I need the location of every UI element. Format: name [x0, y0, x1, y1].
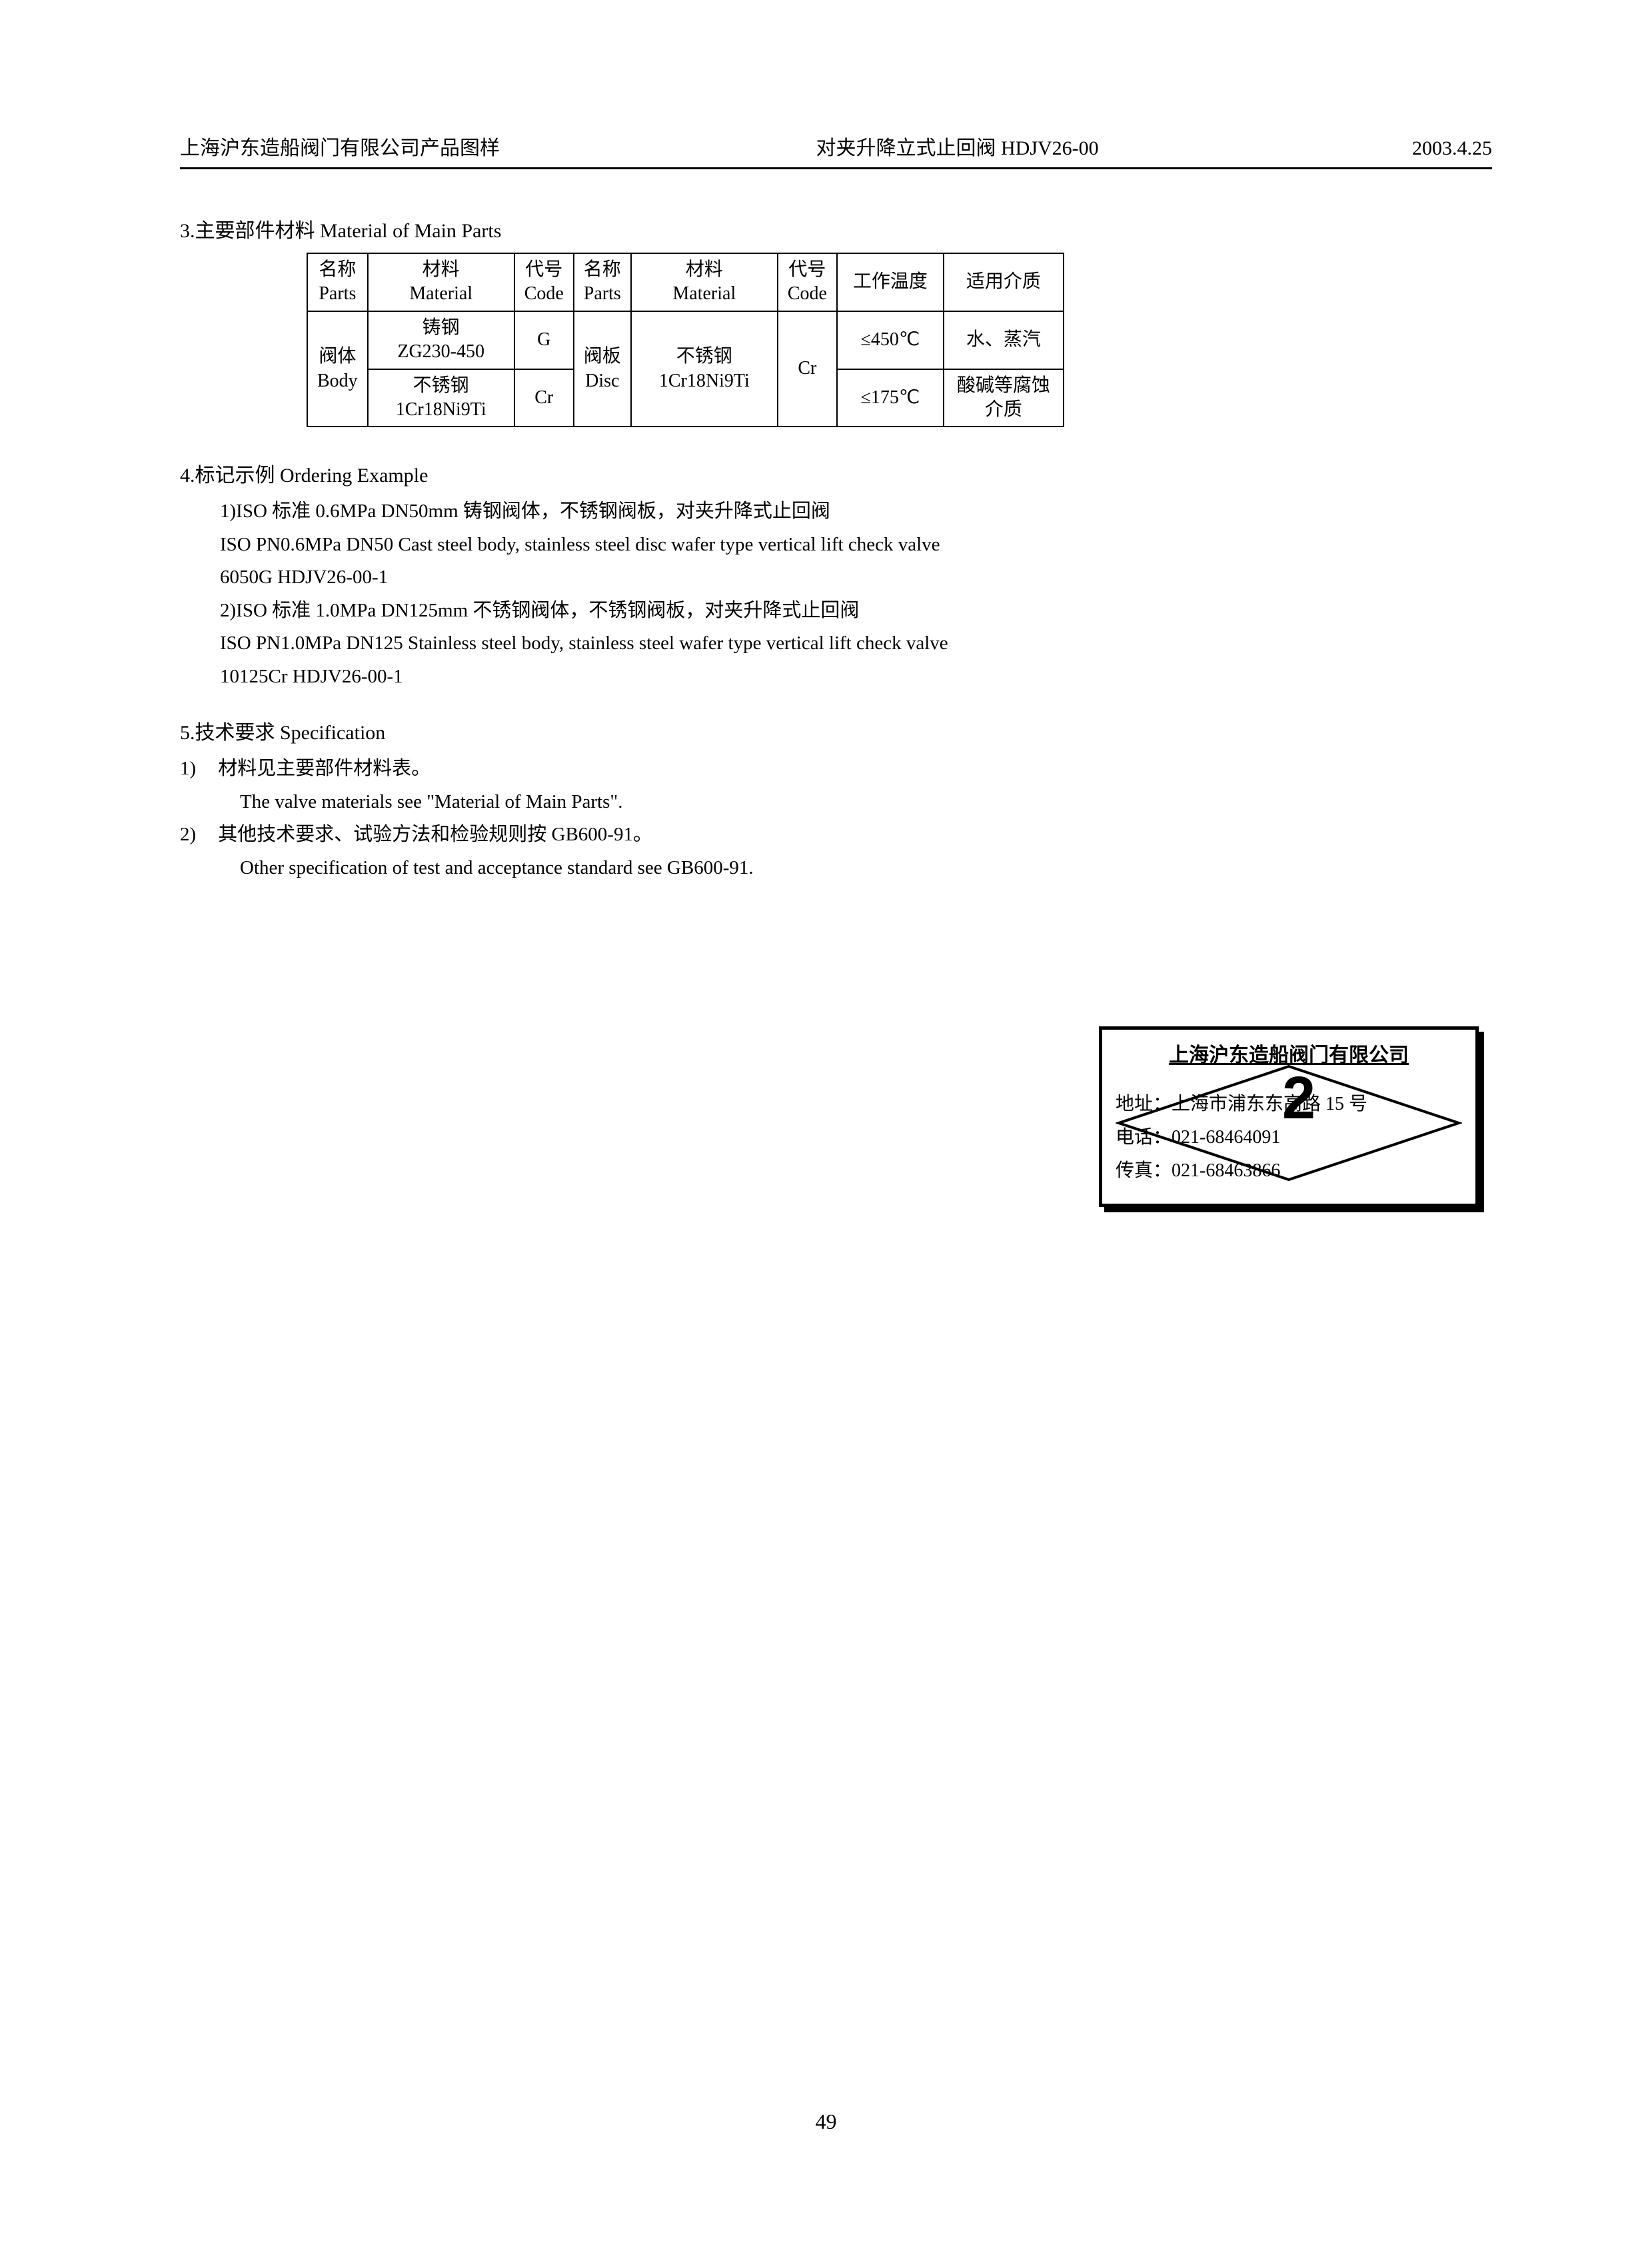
stamp-fax: 传真：021-68463866: [1116, 1157, 1462, 1185]
cell-body-code1: G: [514, 311, 574, 369]
header-left: 上海沪东造船阀门有限公司产品图样: [180, 133, 683, 163]
section4-title: 4.标记示例 Ordering Example: [180, 461, 1492, 491]
spec-item-2: 2) 其他技术要求、试验方法和检验规则按 GB600-91。: [180, 820, 1492, 850]
th-code2-en: Code: [788, 282, 827, 306]
cell-body-part-cn: 阀体: [317, 345, 358, 369]
cell-temp1: ≤450℃: [837, 311, 944, 369]
cell-body-mat2-en: 1Cr18Ni9Ti: [378, 398, 504, 422]
ordering-line-2: 6050G HDJV26-00-1: [220, 563, 1492, 592]
section5-title: 5.技术要求 Specification: [180, 718, 1492, 748]
ordering-line-0: 1)ISO 标准 0.6MPa DN50mm 铸钢阀体，不锈钢阀板，对夹升降式止…: [220, 497, 1492, 527]
page-number: 49: [816, 2105, 837, 2137]
th-code1-en: Code: [524, 282, 564, 306]
th-name2: 名称 Parts: [574, 253, 631, 311]
th-name1-cn: 名称: [317, 258, 358, 282]
stamp-address-value: 上海市浦东东高路 15 号: [1172, 1094, 1367, 1114]
header-right: 2003.4.25: [1319, 133, 1492, 163]
cell-disc-code: Cr: [778, 311, 837, 427]
cell-medium2-l2: 介质: [954, 398, 1054, 422]
th-material2: 材料 Material: [631, 253, 778, 311]
spec-item-1-en: The valve materials see "Material of Mai…: [240, 788, 1492, 817]
material-table: 名称 Parts 材料 Material 代号 Code 名称 Parts 材料…: [307, 253, 1064, 427]
th-material2-cn: 材料: [641, 258, 768, 282]
ordering-line-3: 2)ISO 标准 1.0MPa DN125mm 不锈钢阀体，不锈钢阀板，对夹升降…: [220, 596, 1492, 626]
stamp-phone: 电话：021-68464091: [1116, 1124, 1462, 1152]
spec-item-2-en: Other specification of test and acceptan…: [240, 854, 1492, 883]
th-material1-en: Material: [378, 282, 504, 306]
section3-title: 3.主要部件材料 Material of Main Parts: [180, 216, 1492, 246]
cell-medium1: 水、蒸汽: [944, 311, 1064, 369]
th-name1: 名称 Parts: [307, 253, 368, 311]
company-stamp: 2 上海沪东造船阀门有限公司 地址：上海市浦东东高路 15 号 电话：021-6…: [1099, 1026, 1479, 1207]
page-header: 上海沪东造船阀门有限公司产品图样 对夹升降立式止回阀 HDJV26-00 200…: [180, 133, 1492, 169]
cell-disc-mat-en: 1Cr18Ni9Ti: [641, 369, 768, 393]
stamp-address-label: 地址：: [1116, 1094, 1172, 1114]
spec-num-1: 1): [180, 754, 213, 784]
cell-body-mat2: 不锈钢 1Cr18Ni9Ti: [368, 369, 514, 427]
cell-medium2-l1: 酸碱等腐蚀: [954, 374, 1054, 398]
ordering-line-4: ISO PN1.0MPa DN125 Stainless steel body,…: [220, 629, 1492, 658]
th-code1: 代号 Code: [514, 253, 574, 311]
th-name1-en: Parts: [317, 282, 358, 306]
cell-disc-part-cn: 阀板: [584, 345, 621, 369]
cell-medium2: 酸碱等腐蚀 介质: [944, 369, 1064, 427]
cell-disc-part-en: Disc: [584, 369, 621, 393]
stamp-fax-label: 传真：: [1116, 1160, 1172, 1181]
cell-body-part: 阀体 Body: [307, 311, 368, 427]
stamp-phone-label: 电话：: [1116, 1127, 1172, 1148]
spec-num-2: 2): [180, 820, 213, 850]
th-name2-cn: 名称: [584, 258, 621, 282]
cell-disc-mat-cn: 不锈钢: [641, 345, 768, 369]
cell-body-mat1-cn: 铸钢: [378, 316, 504, 340]
th-code1-cn: 代号: [524, 258, 564, 282]
ordering-line-5: 10125Cr HDJV26-00-1: [220, 662, 1492, 692]
cell-body-mat1: 铸钢 ZG230-450: [368, 311, 514, 369]
ordering-line-1: ISO PN0.6MPa DN50 Cast steel body, stain…: [220, 531, 1492, 560]
spec-item-1: 1) 材料见主要部件材料表。: [180, 754, 1492, 784]
cell-temp2: ≤175℃: [837, 369, 944, 427]
th-code2-cn: 代号: [788, 258, 827, 282]
spec-item-1-cn: 材料见主要部件材料表。: [218, 758, 430, 779]
cell-disc-mat: 不锈钢 1Cr18Ni9Ti: [631, 311, 778, 427]
th-temp: 工作温度: [837, 253, 944, 311]
th-material1: 材料 Material: [368, 253, 514, 311]
th-material1-cn: 材料: [378, 258, 504, 282]
cell-disc-part: 阀板 Disc: [574, 311, 631, 427]
cell-body-code2: Cr: [514, 369, 574, 427]
cell-body-mat2-cn: 不锈钢: [378, 374, 504, 398]
spec-block: 1) 材料见主要部件材料表。 The valve materials see "…: [180, 754, 1492, 882]
ordering-block: 1)ISO 标准 0.6MPa DN50mm 铸钢阀体，不锈钢阀板，对夹升降式止…: [180, 497, 1492, 691]
th-name2-en: Parts: [584, 282, 621, 306]
th-medium: 适用介质: [944, 253, 1064, 311]
stamp-address: 地址：上海市浦东东高路 15 号: [1116, 1090, 1462, 1118]
cell-body-part-en: Body: [317, 369, 358, 393]
stamp-phone-value: 021-68464091: [1172, 1127, 1280, 1148]
th-material2-en: Material: [641, 282, 768, 306]
stamp-fax-value: 021-68463866: [1172, 1160, 1280, 1181]
th-code2: 代号 Code: [778, 253, 837, 311]
spec-item-2-cn: 其他技术要求、试验方法和检验规则按 GB600-91。: [218, 824, 652, 845]
header-center: 对夹升降立式止回阀 HDJV26-00: [683, 133, 1319, 163]
cell-body-mat1-en: ZG230-450: [378, 340, 504, 364]
